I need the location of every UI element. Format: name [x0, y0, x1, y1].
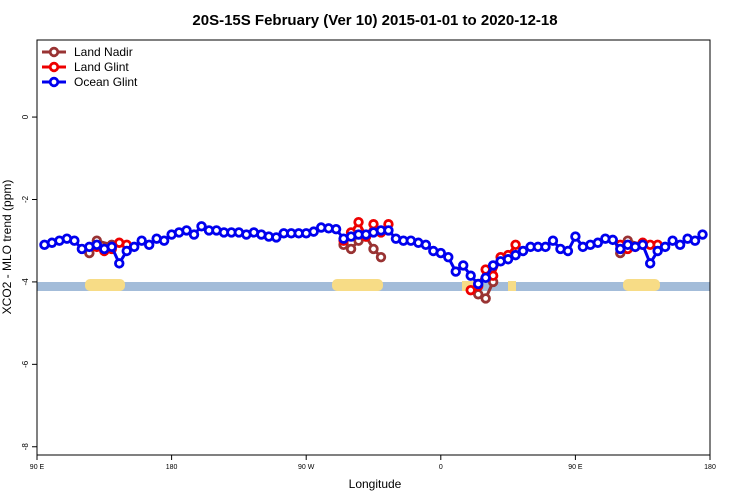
legend-marker	[48, 46, 60, 58]
point	[450, 266, 461, 277]
point	[652, 245, 663, 257]
land-patch	[332, 279, 383, 291]
point	[106, 241, 117, 253]
land-patch	[623, 279, 660, 291]
point	[375, 251, 387, 263]
point	[136, 235, 147, 246]
y-tick-label: 0	[21, 114, 30, 119]
point	[674, 239, 686, 251]
point	[472, 278, 484, 290]
point	[607, 234, 618, 246]
point	[114, 258, 125, 269]
x-axis-label: Longitude	[349, 477, 402, 491]
x-tick-label: 90 W	[298, 464, 315, 471]
point	[158, 235, 170, 246]
chart-title: 20S-15S February (Ver 10) 2015-01-01 to …	[192, 12, 557, 29]
legend-marker	[48, 76, 60, 88]
point	[181, 225, 192, 236]
y-tick-label: -6	[21, 360, 30, 368]
point	[188, 229, 200, 240]
point	[562, 245, 574, 257]
legend-label: Ocean Glint	[74, 75, 138, 89]
point	[368, 243, 379, 255]
x-tick-label: 180	[166, 464, 178, 471]
point	[443, 251, 454, 263]
point	[368, 219, 379, 230]
point	[615, 243, 626, 255]
point	[547, 235, 559, 246]
point	[465, 270, 476, 281]
point	[345, 243, 357, 255]
point	[465, 284, 476, 296]
point	[129, 241, 140, 253]
legend-label: Land Nadir	[74, 45, 133, 59]
y-tick-label: -4	[21, 278, 30, 286]
point	[458, 260, 469, 271]
point	[592, 237, 604, 248]
point	[330, 223, 342, 235]
point	[435, 247, 446, 259]
point	[637, 239, 648, 251]
point	[91, 239, 103, 251]
point	[480, 272, 491, 283]
point	[517, 245, 529, 257]
point	[487, 260, 499, 271]
point	[502, 254, 514, 265]
point	[383, 225, 394, 236]
point	[121, 245, 132, 257]
point	[353, 216, 364, 228]
point	[69, 235, 80, 246]
point	[659, 241, 671, 253]
y-tick-label: -8	[21, 443, 30, 451]
point	[308, 226, 319, 237]
plot-frame	[36, 39, 711, 456]
y-tick-label: -2	[21, 195, 30, 203]
point	[689, 235, 701, 246]
land-patch	[508, 281, 516, 291]
point	[570, 231, 581, 242]
x-tick-label: 90 E	[568, 464, 583, 471]
point	[540, 241, 551, 253]
x-tick-label: 180	[704, 464, 716, 471]
y-axis-label: XCO2 - MLO trend (ppm)	[0, 180, 14, 315]
point	[143, 239, 155, 251]
x-tick-label: 0	[439, 464, 443, 471]
point	[667, 235, 678, 246]
point	[420, 239, 432, 251]
legend-label: Land Glint	[74, 60, 129, 74]
point	[480, 293, 491, 304]
land-patch	[85, 279, 125, 291]
x-tick-label: 90 E	[30, 464, 45, 471]
point	[271, 232, 282, 243]
point	[510, 249, 521, 261]
legend-marker	[48, 61, 60, 73]
point	[510, 239, 521, 251]
point	[697, 229, 708, 240]
point	[196, 221, 207, 232]
point	[644, 258, 656, 269]
